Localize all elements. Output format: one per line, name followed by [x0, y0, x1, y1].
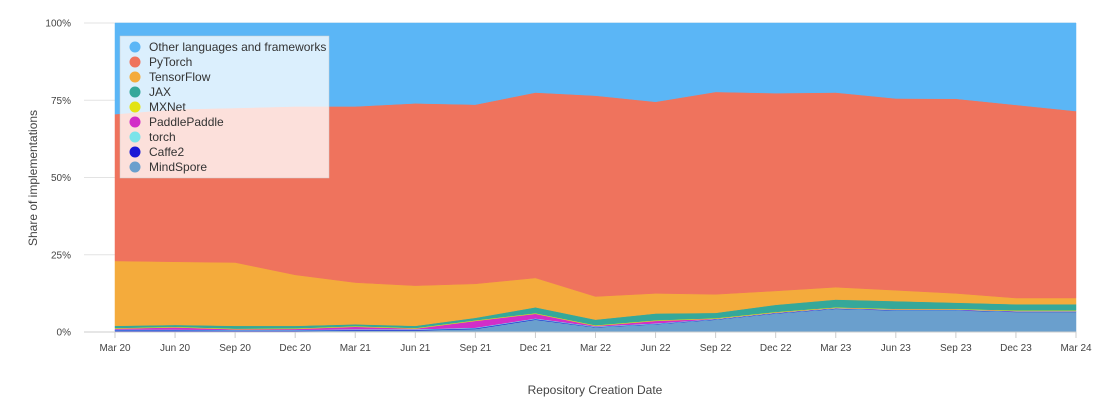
legend-label: MindSpore [149, 160, 207, 174]
legend-label: MXNet [149, 100, 186, 114]
legend-label: TensorFlow [149, 70, 211, 84]
y-axis-title: Share of implementations [26, 110, 40, 246]
legend-label: torch [149, 130, 176, 144]
legend-item-tensorflow[interactable]: TensorFlow [129, 70, 211, 84]
legend-label: PaddlePaddle [149, 115, 224, 129]
x-tick-label: Mar 22 [580, 343, 612, 354]
y-tick-label: 50% [51, 173, 71, 184]
legend-item-paddlepaddle[interactable]: PaddlePaddle [129, 115, 225, 129]
x-tick-label: Dec 22 [760, 343, 792, 354]
legend[interactable]: Other languages and frameworksPyTorchTen… [119, 35, 330, 179]
legend-swatch [129, 161, 141, 173]
legend-label: JAX [149, 85, 171, 99]
legend-item-torch[interactable]: torch [129, 130, 176, 144]
legend-label: Other languages and frameworks [149, 40, 326, 54]
axis-layer: 0% 25% 50% 75% 100% Mar 20 Jun 20 Sep 20 Dec 20 M… [45, 19, 1092, 355]
x-tick-label: Sep 20 [219, 343, 251, 354]
x-tick-label: Jun 22 [641, 343, 671, 354]
legend-item-mxnet[interactable]: MXNet [129, 100, 187, 114]
y-tick-label: 75% [51, 96, 71, 107]
legend-item-pytorch[interactable]: PyTorch [129, 55, 193, 69]
legend-label: PyTorch [149, 55, 192, 69]
legend-swatch [129, 71, 141, 83]
area-series-other-languages-and-frameworks[interactable] [114, 22, 1077, 115]
legend-item-jax[interactable]: JAX [129, 85, 172, 99]
x-axis-title: Repository Creation Date [528, 383, 663, 397]
x-tick-label: Jun 23 [881, 343, 911, 354]
x-tick-label: Jun 21 [400, 343, 430, 354]
x-tick-label: Sep 22 [700, 343, 732, 354]
x-tick-label: Dec 23 [1000, 343, 1032, 354]
x-tick-label: Mar 24 [1060, 343, 1092, 354]
y-tick-label: 25% [51, 250, 71, 261]
legend-swatch [129, 116, 141, 128]
x-tick-label: Dec 21 [520, 343, 552, 354]
x-tick-label: Mar 20 [99, 343, 131, 354]
x-tick-label: Sep 21 [460, 343, 492, 354]
area-layer [114, 22, 1077, 333]
x-tick-label: Sep 23 [940, 343, 972, 354]
legend-item-caffe2[interactable]: Caffe2 [129, 145, 185, 159]
x-tick-label: Jun 20 [160, 343, 190, 354]
x-tick-label: Dec 20 [279, 343, 311, 354]
legend-swatch [129, 131, 141, 143]
legend-swatch [129, 101, 141, 113]
legend-swatch [129, 86, 141, 98]
legend-item-other-languages-and-frameworks[interactable]: Other languages and frameworks [129, 40, 327, 54]
legend-item-mindspore[interactable]: MindSpore [129, 160, 208, 174]
x-tick-label: Mar 21 [340, 343, 372, 354]
y-tick-label: 0% [57, 328, 72, 339]
x-tick-label: Mar 23 [820, 343, 852, 354]
legend-background [119, 35, 330, 179]
y-tick-label: 100% [45, 19, 71, 30]
legend-label: Caffe2 [149, 145, 184, 159]
legend-swatch [129, 41, 141, 53]
legend-swatch [129, 56, 141, 68]
legend-swatch [129, 146, 141, 158]
